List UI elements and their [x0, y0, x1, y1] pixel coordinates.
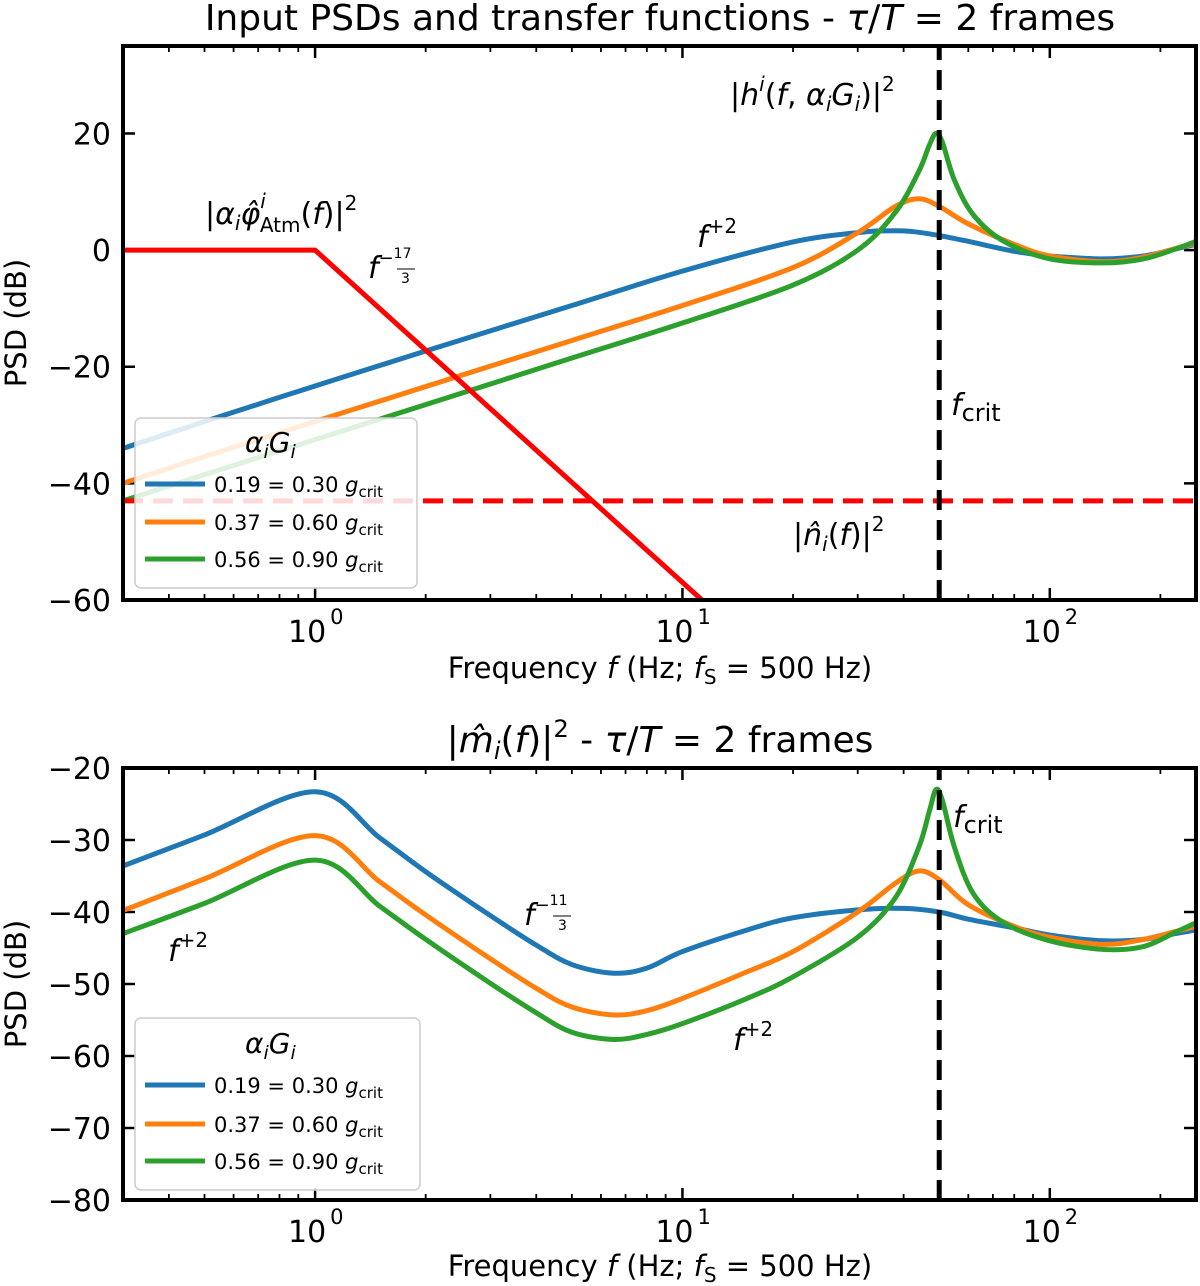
bottom-series-0-37-0-60-g-crit	[123, 833, 1196, 1018]
bottom-legend-entry-2: 0.37 = 0.60 gcrit	[214, 1113, 383, 1141]
bottom-series-group	[123, 768, 1196, 1200]
transfer-function-annotation: |hi(f, αiGi)|2	[730, 72, 895, 116]
bottom-xtick-exponent: 1	[697, 1205, 710, 1229]
top-legend-box	[134, 417, 418, 589]
top-xtick-label: 10	[1023, 615, 1061, 650]
bottom-chart-title: |m̂i(f)|2 - τ/T = 2 frames	[447, 715, 874, 765]
bottom-xtick-exponent: 0	[330, 1205, 343, 1229]
bottom-y-axis-label: PSD (dB)	[0, 920, 33, 1048]
slope-plus-2-annotation: f+2	[697, 214, 737, 255]
top-ytick-label: 0	[92, 234, 111, 269]
fcrit-annotation-top: fcrit	[951, 388, 1001, 427]
top-legend-entry-3: 0.56 = 0.90 gcrit	[214, 548, 383, 576]
bottom-legend-title: αiGi	[245, 1027, 296, 1064]
bottom-ytick-label: −80	[48, 1184, 111, 1219]
top-ytick-label: −40	[48, 467, 111, 502]
bottom-legend-entry-3: 0.56 = 0.90 gcrit	[214, 1150, 383, 1178]
bottom-ytick-label: −40	[48, 896, 111, 931]
top-ytick-label: −20	[48, 351, 111, 386]
top-ytick-label: 20	[73, 117, 111, 152]
top-xtick-exponent: 2	[1065, 605, 1078, 629]
top-xtick-label: 10	[655, 615, 693, 650]
top-xtick-label: 10	[288, 615, 326, 650]
top-legend-title: αiGi	[245, 426, 296, 463]
top-ytick-label: −60	[48, 584, 111, 619]
bottom-series-0-56-0-90-g-crit	[123, 786, 1196, 1042]
fcrit-annotation-bottom: fcrit	[953, 800, 1003, 839]
top-plot-frame	[121, 44, 1198, 602]
top-series-atmospheric-psd	[123, 247, 704, 600]
bottom-ytick-label: −30	[48, 824, 111, 859]
top-x-axis-label: Frequency f (Hz; fS = 500 Hz)	[448, 651, 872, 689]
bottom-xtick-label: 10	[655, 1215, 693, 1250]
top-xtick-exponent: 0	[330, 605, 343, 629]
bottom-series-0-19-0-30-g-crit	[123, 789, 1196, 976]
bottom-legend: αiGi 0.19 = 0.30 gcrit 0.37 = 0.60 gcrit…	[134, 1017, 421, 1191]
bottom-plot-frame	[121, 766, 1198, 1202]
bottom-xtick-exponent: 2	[1065, 1205, 1078, 1229]
bottom-legend-box	[134, 1017, 421, 1191]
top-legend: αiGi 0.19 = 0.30 gcrit 0.37 = 0.60 gcrit…	[134, 417, 418, 589]
slope-plus-2-right-annotation: f+2	[733, 1017, 773, 1058]
bottom-ytick-label: −20	[48, 752, 111, 787]
top-chart: Input PSDs and transfer functions - τ/T …	[0, 0, 1198, 689]
bottom-ytick-label: −60	[48, 1040, 111, 1075]
bottom-ytick-label: −70	[48, 1112, 111, 1147]
noise-psd-annotation: |n̂i(f)|2	[793, 512, 885, 556]
top-legend-entry-1: 0.19 = 0.30 gcrit	[214, 473, 383, 501]
bottom-xtick-label: 10	[1023, 1215, 1061, 1250]
top-legend-entry-2: 0.37 = 0.60 gcrit	[214, 511, 383, 539]
fraction-denominator-bottom: 3	[558, 918, 567, 934]
bottom-chart: |m̂i(f)|2 - τ/T = 2 frames −20 −30 −40 −50 −…	[0, 715, 1198, 1286]
bottom-ytick-label: −50	[48, 968, 111, 1003]
slope-plus-2-left-annotation: f+2	[168, 928, 208, 969]
atm-psd-annotation: |αiφ̂i Atm(f)|2	[205, 189, 357, 237]
top-series-0-56-0-90-g-crit	[123, 130, 1196, 504]
top-xtick-exponent: 1	[697, 605, 710, 629]
top-y-axis-label: PSD (dB)	[0, 259, 33, 387]
bottom-xtick-label: 10	[288, 1215, 326, 1250]
fraction-denominator: 3	[401, 271, 410, 287]
bottom-legend-entry-1: 0.19 = 0.30 gcrit	[214, 1074, 383, 1102]
top-series-0-19-0-30-g-crit	[123, 228, 1196, 451]
bottom-x-axis-label: Frequency f (Hz; fS = 500 Hz)	[448, 1249, 872, 1286]
top-series-group	[123, 46, 1196, 600]
top-chart-title: Input PSDs and transfer functions - τ/T …	[205, 0, 1115, 39]
